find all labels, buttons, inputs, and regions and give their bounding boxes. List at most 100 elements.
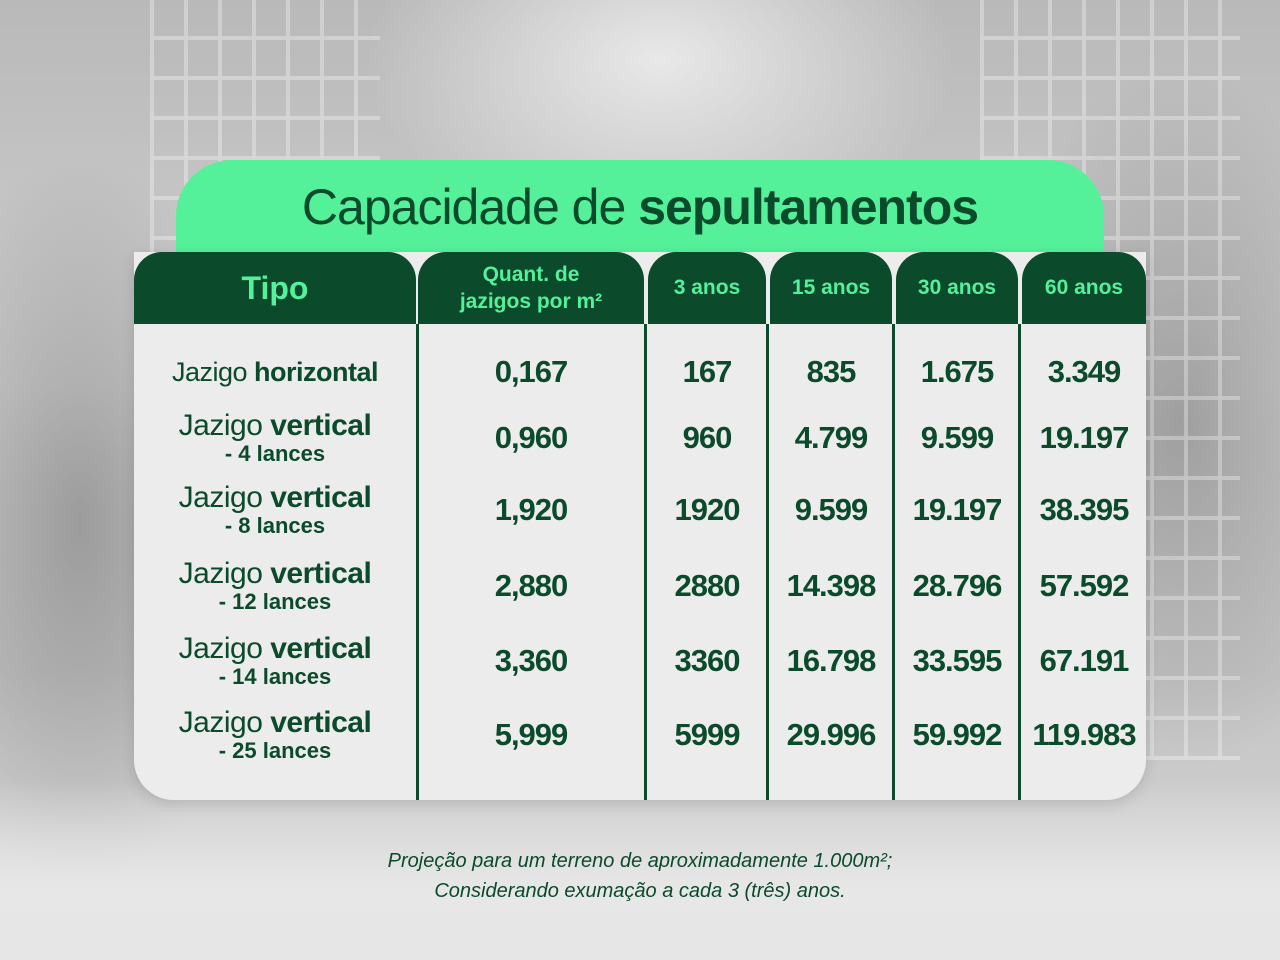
cell-value: 0,167 xyxy=(494,354,569,389)
table-cell-y15: 16.798 xyxy=(770,627,892,695)
table-cell-qty: 5,999 xyxy=(418,701,644,769)
table-cell-y30: 9.599 xyxy=(896,404,1018,472)
table-cell-y30: 28.796 xyxy=(896,552,1018,620)
cell-value: 57.592 xyxy=(1039,568,1130,603)
header-15-anos-label: 15 anos xyxy=(791,276,871,299)
header-60-anos-label: 60 anos xyxy=(1044,276,1124,299)
cell-value: 5,999 xyxy=(494,717,569,752)
header-30-anos-label: 30 anos xyxy=(917,276,997,299)
tipo-regular: Jazigo xyxy=(178,632,271,665)
tipo-bold: vertical xyxy=(270,557,372,590)
footnote-line2: Considerando exumação a cada 3 (três) an… xyxy=(434,880,846,902)
tipo-bold: horizontal xyxy=(254,356,379,387)
header-3-anos-label: 3 anos xyxy=(673,276,741,299)
tipo-sub: - 4 lances xyxy=(224,441,326,466)
header-quantity-line2: jazigos por m² xyxy=(459,290,603,313)
cell-value: 167 xyxy=(682,354,733,389)
table-cell-y60: 19.197 xyxy=(1022,404,1146,472)
table-cell-qty: 2,880 xyxy=(418,552,644,620)
tipo-sub: - 12 lances xyxy=(218,589,332,614)
tipo-label: Jazigo horizontal xyxy=(172,356,379,387)
tipo-label: Jazigo vertical - 25 lances xyxy=(179,708,372,762)
cell-value: 0,960 xyxy=(494,420,569,455)
table-cell-y15: 4.799 xyxy=(770,404,892,472)
column-divider xyxy=(416,324,419,800)
table-cell-y3: 960 xyxy=(648,404,766,472)
header-60-anos: 60 anos xyxy=(1022,252,1146,324)
table-cell-qty: 0,167 xyxy=(418,338,644,406)
cell-value: 59.992 xyxy=(912,717,1003,752)
cell-value: 33.595 xyxy=(912,643,1003,678)
header-3-anos: 3 anos xyxy=(648,252,766,324)
header-30-anos: 30 anos xyxy=(896,252,1018,324)
cell-value: 835 xyxy=(806,354,857,389)
header-tipo-label: Tipo xyxy=(241,269,309,306)
tipo-bold: vertical xyxy=(270,632,372,665)
table-cell-y60: 57.592 xyxy=(1022,552,1146,620)
cell-value: 19.197 xyxy=(912,492,1003,527)
tipo-bold: vertical xyxy=(270,481,372,514)
table-cell-y15: 835 xyxy=(770,338,892,406)
cell-value: 16.798 xyxy=(786,643,877,678)
table-cell-y30: 1.675 xyxy=(896,338,1018,406)
cell-value: 1920 xyxy=(674,492,741,527)
row-tipo-cell: Jazigo vertical - 25 lances xyxy=(134,701,416,769)
tipo-sub: - 8 lances xyxy=(224,513,326,538)
tipo-label: Jazigo vertical - 8 lances xyxy=(179,483,372,537)
tipo-bold: vertical xyxy=(270,706,372,739)
table-cell-y15: 14.398 xyxy=(770,552,892,620)
cell-value: 960 xyxy=(682,420,733,455)
cell-value: 3360 xyxy=(674,643,741,678)
cell-value: 67.191 xyxy=(1039,643,1130,678)
table-cell-y3: 1920 xyxy=(648,476,766,544)
tipo-label: Jazigo vertical - 4 lances xyxy=(179,411,372,465)
table-cell-y3: 3360 xyxy=(648,627,766,695)
table-cell-y30: 59.992 xyxy=(896,701,1018,769)
column-divider xyxy=(644,324,647,800)
tipo-regular: Jazigo xyxy=(178,557,271,590)
tipo-regular: Jazigo xyxy=(178,706,271,739)
cell-value: 9.599 xyxy=(920,420,995,455)
table-cell-y15: 29.996 xyxy=(770,701,892,769)
cell-value: 38.395 xyxy=(1039,492,1130,527)
cell-value: 28.796 xyxy=(912,568,1003,603)
header-quantity: Quant. de jazigos por m² xyxy=(418,252,644,324)
header-tipo: Tipo xyxy=(134,252,416,324)
tipo-label: Jazigo vertical - 12 lances xyxy=(179,559,372,613)
table-cell-y30: 19.197 xyxy=(896,476,1018,544)
table-cell-y3: 2880 xyxy=(648,552,766,620)
cell-value: 9.599 xyxy=(794,492,869,527)
tipo-regular: Jazigo xyxy=(178,409,271,442)
title-regular: Capacidade de xyxy=(301,179,639,235)
table-cell-qty: 3,360 xyxy=(418,627,644,695)
page-title: Capacidade de sepultamentos xyxy=(176,178,1104,236)
cell-value: 3,360 xyxy=(494,643,569,678)
table-cell-y3: 5999 xyxy=(648,701,766,769)
footnote: Projeção para um terreno de aproximadame… xyxy=(0,846,1280,906)
cell-value: 1,920 xyxy=(494,492,569,527)
table-cell-y60: 119.983 xyxy=(1022,701,1146,769)
row-tipo-cell: Jazigo vertical - 14 lances xyxy=(134,627,416,695)
tipo-regular: Jazigo xyxy=(178,481,271,514)
column-divider xyxy=(892,324,895,800)
tipo-bold: vertical xyxy=(270,409,372,442)
header-quantity-line1: Quant. de xyxy=(482,263,580,286)
cell-value: 5999 xyxy=(674,717,741,752)
table-cell-y60: 38.395 xyxy=(1022,476,1146,544)
cell-value: 3.349 xyxy=(1047,354,1122,389)
table-cell-qty: 0,960 xyxy=(418,404,644,472)
title-bold: sepultamentos xyxy=(638,179,979,235)
table-cell-y3: 167 xyxy=(648,338,766,406)
cell-value: 2880 xyxy=(674,568,741,603)
row-tipo-cell: Jazigo horizontal xyxy=(134,338,416,406)
row-tipo-cell: Jazigo vertical - 4 lances xyxy=(134,404,416,472)
tipo-sub: - 25 lances xyxy=(218,738,332,763)
cell-value: 4.799 xyxy=(794,420,869,455)
cell-value: 2,880 xyxy=(494,568,569,603)
background-floor xyxy=(0,780,1280,960)
column-divider xyxy=(766,324,769,800)
footnote-line1: Projeção para um terreno de aproximadame… xyxy=(387,850,893,872)
table-cell-qty: 1,920 xyxy=(418,476,644,544)
table-cell-y60: 3.349 xyxy=(1022,338,1146,406)
row-tipo-cell: Jazigo vertical - 8 lances xyxy=(134,476,416,544)
